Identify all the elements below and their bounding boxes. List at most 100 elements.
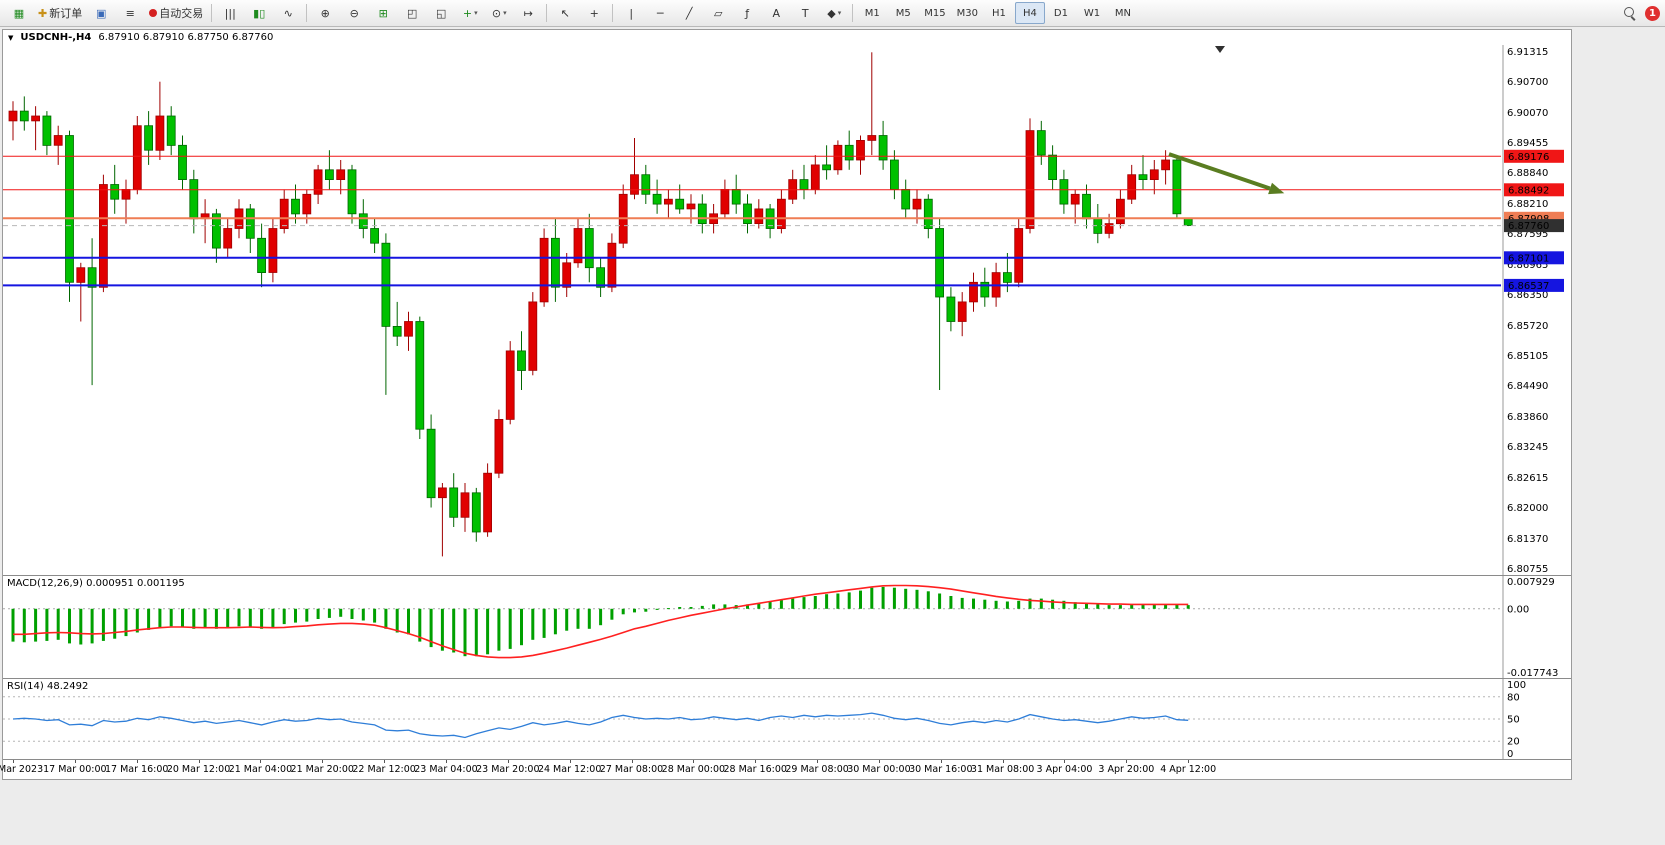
macd-canvas[interactable]: 0.007929 0.00 -0.017743 (3, 576, 1571, 678)
chart-ohlc: 6.87910 6.87910 6.87750 6.87760 (98, 32, 274, 43)
vertical-line-button[interactable]: | (617, 2, 645, 24)
zoom-in-button[interactable]: ⊕ (311, 2, 339, 24)
candle (912, 198, 922, 210)
candle (155, 115, 165, 151)
candle (257, 237, 267, 274)
trendline-button[interactable]: ╱ (675, 2, 703, 24)
time-label: 22 Mar 12:00 (352, 764, 416, 775)
crosshair-button[interactable]: + (580, 2, 608, 24)
profiles-button[interactable]: ▣ (87, 2, 115, 24)
price-chart-canvas[interactable]: 6.91315 6.90700 6.90070 6.89455 6.88840 6.882… (3, 45, 1571, 575)
auto-trading-button[interactable]: 自动交易 (145, 2, 207, 24)
candle (946, 296, 956, 322)
candle (1025, 130, 1035, 229)
candle (494, 418, 504, 474)
rsi-label: RSI(14) (7, 681, 44, 692)
timeframe-button-d1[interactable]: D1 (1053, 7, 1068, 19)
crosshair-icon: + (589, 6, 599, 20)
text-tool-button[interactable]: A (762, 2, 790, 24)
timeframe-button-h4[interactable]: H4 (1014, 2, 1045, 24)
chevron-down-icon: ▾ (503, 8, 507, 17)
timeframe-button-m30[interactable]: M30 (956, 7, 978, 19)
price-label: 6.89455 (1507, 138, 1548, 149)
macd-axis-label: 0.00 (1507, 604, 1529, 615)
candle (743, 203, 752, 225)
trend-arrow[interactable] (1168, 152, 1285, 195)
time-label: 23 Mar 04:00 (414, 764, 478, 775)
candle (132, 125, 142, 190)
chevron-down-icon: ▾ (474, 8, 478, 17)
candle (856, 140, 865, 161)
candle (731, 188, 741, 205)
candle (777, 198, 786, 229)
collapse-icon[interactable]: ▼ (8, 33, 14, 42)
svg-text:6.87101: 6.87101 (1508, 253, 1549, 264)
price-badge: 6.86537 (1504, 278, 1564, 292)
toolbar-separator (612, 4, 614, 22)
candlestick-chart-button[interactable]: ▮▯ (245, 2, 273, 24)
chart-shift-marker[interactable] (1215, 46, 1225, 53)
chart-shift-icon: ↦ (523, 6, 533, 20)
rsi-panel-divider[interactable] (3, 678, 1571, 679)
time-tick (693, 760, 695, 763)
search-button[interactable] (1616, 2, 1644, 24)
notification-badge[interactable]: 1 (1645, 5, 1660, 21)
candle (652, 193, 662, 205)
fibonacci-button[interactable]: ƒ (733, 2, 761, 24)
candle (697, 203, 707, 225)
macd-panel-divider[interactable] (3, 575, 1571, 576)
bar-chart-button[interactable]: ||| (216, 2, 244, 24)
candle (505, 350, 515, 420)
cursor-button[interactable]: ↖ (551, 2, 579, 24)
candle (675, 198, 685, 210)
time-tick (74, 760, 76, 763)
candle (844, 144, 854, 161)
channel-button[interactable]: ▱ (704, 2, 732, 24)
zoom-out-button[interactable]: ⊖ (340, 2, 368, 24)
timeframe-button-h1[interactable]: H1 (991, 7, 1006, 19)
time-tick (1064, 760, 1066, 763)
label-tool-button[interactable]: T (791, 2, 819, 24)
grid-button[interactable]: ⊞ (369, 2, 397, 24)
candle (686, 203, 696, 210)
timeframe-button-m1[interactable]: M1 (864, 7, 880, 19)
market-watch-button[interactable]: ≡ (116, 2, 144, 24)
time-tick (569, 760, 571, 763)
price-badge: 6.87760 (1504, 219, 1564, 233)
line-chart-button[interactable]: ∿ (274, 2, 302, 24)
candle (1104, 223, 1114, 234)
candle (923, 198, 933, 229)
time-label: 17 Mar 16:00 (104, 764, 169, 775)
candle (166, 115, 176, 146)
horizontal-line-button[interactable]: ─ (646, 2, 674, 24)
toolbar-separator (306, 4, 308, 22)
fibonacci-icon: ƒ (745, 6, 750, 20)
time-label: 20 Mar 12:00 (166, 764, 231, 775)
zoom-out-icon: ⊖ (349, 6, 359, 20)
new-chart-button[interactable]: ▦ (5, 2, 33, 24)
shapes-button[interactable]: ◆ ▾ (820, 2, 848, 24)
time-label: 29 Mar 08:00 (785, 764, 849, 775)
candle (1048, 154, 1057, 180)
candle (799, 179, 809, 190)
candle (878, 135, 888, 161)
timeframe-button-mn[interactable]: MN (1114, 7, 1131, 19)
new-order-button[interactable]: ✚ 新订单 (34, 2, 86, 24)
timeframe-button-w1[interactable]: W1 (1083, 7, 1101, 19)
toolbar-separator (211, 4, 213, 22)
candle (65, 135, 74, 283)
candle (969, 281, 978, 303)
new-order-label: 新订单 (49, 7, 83, 20)
cascade-windows-button[interactable]: ◰ (398, 2, 426, 24)
candle (121, 188, 131, 200)
tile-windows-button[interactable]: ◱ (427, 2, 455, 24)
candle (867, 135, 877, 141)
indicators-button[interactable]: + ▾ (456, 2, 484, 24)
candle (584, 228, 594, 269)
timeframe-button-m15[interactable]: M15 (924, 7, 946, 19)
timeframe-button-m5[interactable]: M5 (895, 7, 911, 19)
chart-shift-button[interactable]: ↦ (514, 2, 542, 24)
periods-button[interactable]: ⊙ ▾ (485, 2, 513, 24)
